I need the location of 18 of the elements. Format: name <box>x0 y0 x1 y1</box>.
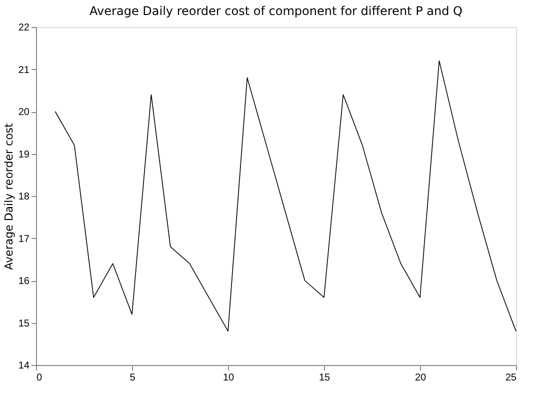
y-tick-label: 22 <box>18 22 30 34</box>
y-tick-label: 16 <box>18 276 30 287</box>
x-tick-label: 15 <box>318 372 330 384</box>
x-tick-label: 20 <box>414 372 426 384</box>
y-tick-label: 14 <box>18 360 30 372</box>
chart-title: Average Daily reorder cost of component for different P and Q <box>90 4 462 18</box>
y-tick-label: 17 <box>18 234 30 245</box>
y-tick-label: 20 <box>18 107 30 118</box>
x-tick-label: 10 <box>222 372 234 384</box>
y-tick-label: 19 <box>18 149 30 160</box>
y-axis-title: Average Daily reorder cost <box>2 122 16 270</box>
y-tick-label: 21 <box>18 64 30 76</box>
line-series <box>54 60 516 332</box>
x-tick-label: 0 <box>36 372 42 384</box>
y-tick-label: 15 <box>18 318 30 330</box>
x-tick-label: 5 <box>130 372 136 384</box>
x-tick-label: 25 <box>505 372 517 384</box>
y-tick-label: 18 <box>18 192 30 202</box>
